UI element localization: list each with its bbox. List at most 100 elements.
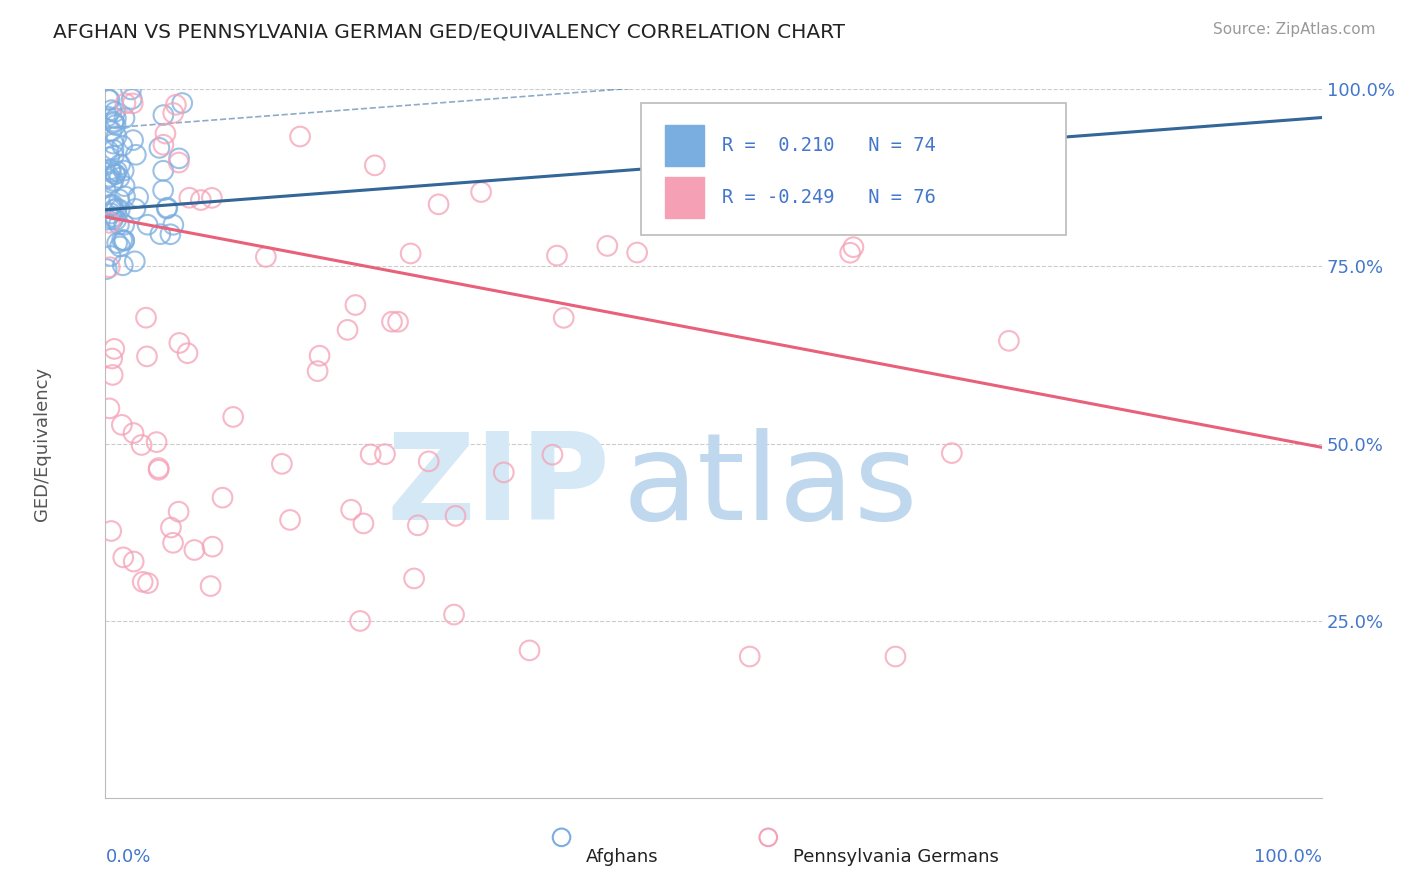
Point [418, 454, 440, 468]
Point [97, 92, 120, 106]
Point [145, 435, 167, 450]
Point [155, 127, 177, 141]
Point [360, 447, 382, 461]
FancyBboxPatch shape [665, 178, 704, 219]
Point [149, 227, 172, 241]
Point [167, 155, 190, 169]
Point [387, 315, 409, 329]
Point [254, 250, 277, 264]
Point [104, 112, 127, 126]
Point [148, 461, 170, 475]
Point [98, 401, 121, 416]
Point [156, 202, 179, 216]
Point [201, 191, 224, 205]
Point [842, 240, 865, 254]
Point [152, 183, 174, 197]
Point [101, 176, 124, 190]
Point [546, 249, 568, 263]
Point [165, 97, 187, 112]
Point [100, 249, 122, 263]
Point [105, 202, 128, 216]
Point [444, 508, 467, 523]
Point [179, 191, 201, 205]
Point [406, 518, 429, 533]
Point [98, 150, 121, 164]
Point [111, 233, 134, 247]
Point [96, 171, 118, 186]
Point [349, 614, 371, 628]
Point [103, 174, 125, 188]
Point [884, 649, 907, 664]
Point [519, 643, 541, 657]
Point [104, 118, 127, 132]
Point [101, 212, 124, 227]
Point [941, 446, 963, 460]
Point [626, 245, 648, 260]
Point [307, 364, 329, 378]
Point [114, 96, 136, 111]
Point [105, 129, 128, 144]
Point [839, 245, 862, 260]
Point [98, 260, 121, 275]
Point [121, 96, 143, 111]
Point [162, 106, 184, 120]
Point [148, 463, 170, 477]
Point [148, 141, 170, 155]
Text: ZIP: ZIP [387, 428, 610, 545]
Point [96, 262, 118, 277]
Point [111, 417, 134, 432]
Point [756, 830, 779, 845]
Point [340, 503, 363, 517]
Point [201, 540, 224, 554]
Point [108, 193, 131, 207]
Point [190, 193, 212, 207]
Point [288, 129, 311, 144]
Point [136, 218, 159, 232]
Point [270, 457, 292, 471]
Point [136, 576, 159, 591]
Point [136, 350, 159, 364]
Text: Source: ZipAtlas.com: Source: ZipAtlas.com [1212, 22, 1375, 37]
Point [105, 164, 128, 178]
Point [103, 136, 125, 151]
Point [108, 157, 131, 171]
Point [103, 114, 125, 128]
Point [344, 298, 367, 312]
Point [108, 239, 131, 253]
Point [399, 246, 422, 260]
Point [98, 162, 121, 177]
Point [105, 235, 128, 250]
Point [162, 536, 184, 550]
Point [159, 227, 181, 242]
Point [100, 199, 122, 213]
Point [97, 144, 120, 158]
Point [152, 163, 174, 178]
Point [492, 466, 515, 480]
Point [122, 133, 145, 147]
Point [104, 104, 127, 119]
Point [112, 234, 135, 248]
Point [156, 201, 179, 215]
Point [105, 212, 128, 227]
Point [176, 346, 198, 360]
Point [111, 138, 134, 153]
Point [222, 409, 245, 424]
Point [172, 95, 194, 110]
Point [155, 68, 177, 82]
Point [103, 202, 125, 217]
Point [443, 607, 465, 622]
Point [308, 349, 330, 363]
Point [127, 190, 149, 204]
Point [381, 315, 404, 329]
Text: 0.0%: 0.0% [105, 848, 150, 866]
Point [200, 579, 222, 593]
Point [352, 516, 374, 531]
Point [364, 158, 387, 172]
Point [183, 543, 205, 558]
Point [104, 167, 127, 181]
Point [167, 505, 190, 519]
Point [427, 197, 450, 211]
Point [98, 93, 121, 107]
Point [112, 163, 135, 178]
Point [98, 216, 121, 230]
